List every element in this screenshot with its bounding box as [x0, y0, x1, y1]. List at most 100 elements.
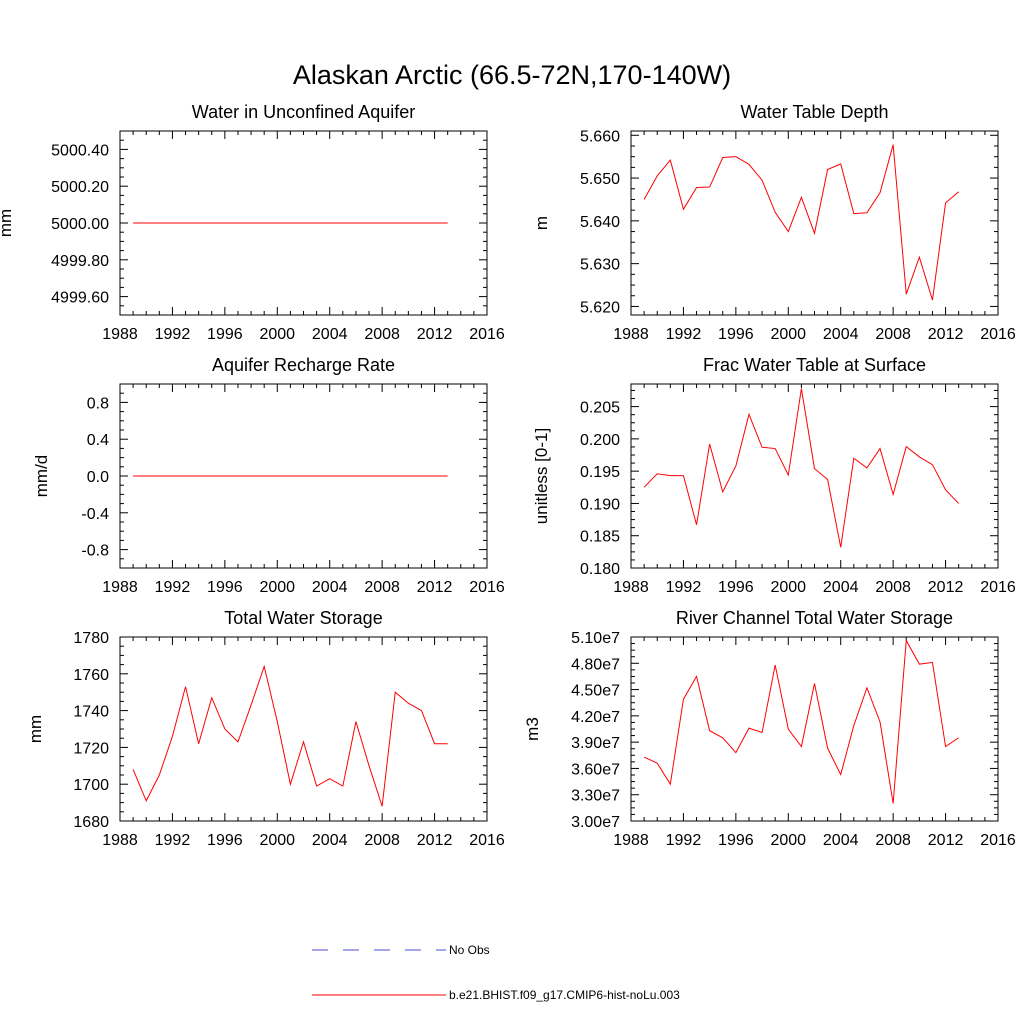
y-tick-label: 0.190 — [580, 496, 620, 513]
y-tick-label: 4.20e7 — [571, 709, 620, 726]
series-line — [643, 144, 960, 301]
y-tick-label: 0.180 — [580, 561, 620, 578]
x-tick-label: 1992 — [155, 579, 191, 596]
x-tick-label: 1988 — [102, 326, 138, 343]
y-tick-label: -0.4 — [81, 506, 109, 523]
x-tick-label: 2004 — [823, 832, 859, 849]
x-tick-label: 2004 — [312, 832, 348, 849]
x-tick-label: 1988 — [613, 326, 649, 343]
x-tick-label: 2016 — [469, 579, 505, 596]
x-tick-label: 2000 — [770, 579, 806, 596]
y-tick-label: 0.185 — [580, 529, 620, 546]
x-tick-label: 2016 — [469, 832, 505, 849]
panel-title: Total Water Storage — [224, 608, 382, 628]
y-tick-label: 3.30e7 — [571, 788, 620, 805]
y-tick-label: 3.90e7 — [571, 735, 620, 752]
x-tick-label: 1996 — [718, 579, 754, 596]
panel-6: River Channel Total Water Storage 1988 199… — [523, 608, 1016, 849]
y-tick-label: 0.4 — [87, 432, 109, 449]
y-tick-label: 5000.00 — [51, 216, 109, 233]
y-tick-label: 4999.80 — [51, 253, 109, 270]
x-tick-label: 2000 — [259, 832, 295, 849]
legend: No Obs b.e21.BHIST.f09_g17.CMIP6-hist-no… — [312, 943, 680, 1002]
y-axis-label: mm — [26, 715, 45, 743]
x-tick-label: 1992 — [666, 326, 702, 343]
x-tick-label: 1996 — [718, 832, 754, 849]
y-axis-label: mm/d — [32, 455, 51, 498]
panel-5: Total Water Storage 1988 1992 1996 2000 2004 2… — [26, 608, 505, 849]
x-tick-label: 2004 — [312, 326, 348, 343]
x-tick-label: 2016 — [469, 326, 505, 343]
panel-3: Aquifer Recharge Rate 1988 1992 1996 2000 200… — [32, 355, 505, 596]
x-tick-label: 1988 — [102, 832, 138, 849]
y-tick-label: 5000.20 — [51, 179, 109, 196]
panel-1: Water in Unconfined Aquifer 1988 1992 1996 2… — [0, 102, 505, 343]
y-tick-label: 4.50e7 — [571, 683, 620, 700]
x-tick-label: 1996 — [718, 326, 754, 343]
panel-title: Aquifer Recharge Rate — [212, 355, 395, 375]
panel-4: Frac Water Table at Surface 1988 1992 1996 2… — [532, 355, 1016, 596]
y-tick-label: 5.620 — [580, 299, 620, 316]
y-tick-label: 1760 — [73, 667, 109, 684]
x-tick-label: 1992 — [155, 326, 191, 343]
x-tick-label: 2008 — [364, 832, 400, 849]
x-tick-label: 1988 — [102, 579, 138, 596]
x-tick-label: 2000 — [259, 579, 295, 596]
x-tick-label: 1992 — [666, 832, 702, 849]
series-line — [643, 388, 960, 548]
y-tick-label: 5.640 — [580, 214, 620, 231]
x-tick-label: 2016 — [980, 579, 1016, 596]
series-line — [643, 638, 959, 804]
y-tick-label: 5.650 — [580, 171, 620, 188]
y-tick-label: 0.8 — [87, 395, 109, 412]
x-tick-label: 1992 — [666, 579, 702, 596]
x-tick-label: 1988 — [613, 579, 649, 596]
x-tick-label: 2012 — [928, 832, 964, 849]
x-tick-label: 2004 — [823, 326, 859, 343]
x-tick-label: 1996 — [207, 326, 243, 343]
y-tick-label: 5.630 — [580, 257, 620, 274]
y-tick-label: 4.80e7 — [571, 656, 620, 673]
y-tick-label: 0.205 — [580, 400, 620, 417]
x-tick-label: 1996 — [207, 832, 243, 849]
y-tick-label: 0.0 — [87, 469, 109, 486]
panel-title: Water Table Depth — [740, 102, 888, 122]
x-tick-label: 2012 — [928, 579, 964, 596]
panel-title: Frac Water Table at Surface — [703, 355, 926, 375]
x-tick-label: 2012 — [417, 832, 453, 849]
y-tick-label: 0.200 — [580, 432, 620, 449]
y-tick-label: 5.10e7 — [571, 630, 620, 647]
y-tick-label: 5000.40 — [51, 142, 109, 159]
x-tick-label: 2016 — [980, 326, 1016, 343]
y-tick-label: 1740 — [73, 704, 109, 721]
x-tick-label: 2012 — [417, 579, 453, 596]
legend-label-series: b.e21.BHIST.f09_g17.CMIP6-hist-noLu.003 — [449, 988, 680, 1002]
x-tick-label: 2000 — [259, 326, 295, 343]
figure-title: Alaskan Arctic (66.5-72N,170-140W) — [293, 60, 731, 90]
x-tick-label: 2000 — [770, 326, 806, 343]
y-tick-label: 0.195 — [580, 464, 620, 481]
y-axis-label: m — [532, 216, 551, 230]
panels: Water in Unconfined Aquifer 1988 1992 1996 2… — [0, 102, 1016, 849]
y-axis-label: unitless [0-1] — [532, 428, 551, 524]
y-tick-label: -0.8 — [81, 543, 109, 560]
y-tick-label: 4999.60 — [51, 290, 109, 307]
x-tick-label: 1996 — [207, 579, 243, 596]
plot-frame — [119, 636, 488, 822]
x-tick-label: 2012 — [417, 326, 453, 343]
x-tick-label: 2008 — [875, 832, 911, 849]
y-tick-label: 1720 — [73, 740, 109, 757]
x-tick-label: 1992 — [155, 832, 191, 849]
x-tick-label: 2008 — [875, 579, 911, 596]
y-tick-label: 5.660 — [580, 128, 620, 145]
x-tick-label: 2004 — [823, 579, 859, 596]
x-tick-label: 1988 — [613, 832, 649, 849]
legend-label-no-obs: No Obs — [449, 943, 490, 957]
panel-2: Water Table Depth 1988 1992 1996 2000 2004 200… — [532, 102, 1016, 343]
y-axis-label: m3 — [523, 717, 542, 741]
x-tick-label: 2008 — [364, 326, 400, 343]
x-tick-label: 2008 — [875, 326, 911, 343]
y-tick-label: 3.00e7 — [571, 814, 620, 831]
panel-title: River Channel Total Water Storage — [676, 608, 953, 628]
